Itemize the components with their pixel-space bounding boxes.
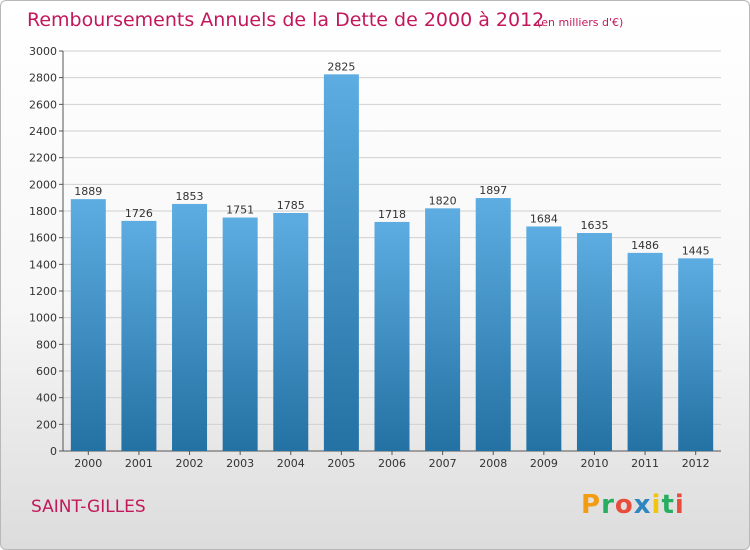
bar-2012 — [678, 258, 714, 451]
logo-letter: x — [633, 490, 652, 520]
y-tick-label: 800 — [36, 338, 57, 351]
x-tick-label-2002: 2002 — [176, 457, 204, 470]
y-tick-label: 2800 — [29, 72, 57, 85]
value-label-2002: 1853 — [176, 190, 204, 203]
logo-letter: r — [601, 490, 615, 520]
y-tick-label: 3000 — [29, 45, 57, 58]
y-tick-label: 1800 — [29, 205, 57, 218]
y-tick-label: 2000 — [29, 178, 57, 191]
y-tick-label: 1600 — [29, 232, 57, 245]
y-tick-label: 600 — [36, 365, 57, 378]
x-tick-label-2000: 2000 — [74, 457, 102, 470]
x-tick-label-2005: 2005 — [327, 457, 355, 470]
commune-name: SAINT-GILLES — [31, 497, 146, 517]
value-label-2011: 1486 — [631, 239, 659, 252]
chart-title: Remboursements Annuels de la Dette de 20… — [27, 9, 545, 31]
x-tick-label-2001: 2001 — [125, 457, 153, 470]
data-labels: 1889 1726 1853 1751 1785 2825 1718 1820 1897 1684… — [74, 60, 709, 257]
x-tick-label-2010: 2010 — [580, 457, 608, 470]
logo-letter: t — [661, 490, 675, 520]
bar-2002 — [172, 203, 208, 451]
x-tick-label-2012: 2012 — [682, 457, 710, 470]
x-tick-label-2009: 2009 — [530, 457, 558, 470]
value-label-2012: 1445 — [682, 244, 710, 257]
logo-letter: i — [651, 490, 662, 520]
x-tick-label-2004: 2004 — [277, 457, 305, 470]
y-tick-label: 1400 — [29, 258, 57, 271]
value-label-2006: 1718 — [378, 208, 406, 221]
y-tick-label: 2600 — [29, 98, 57, 111]
value-label-2005: 2825 — [327, 60, 355, 73]
x-tick-label-2003: 2003 — [226, 457, 254, 470]
logo-letter: i — [674, 490, 685, 520]
logo-letter: o — [614, 490, 634, 520]
value-label-2003: 1751 — [226, 204, 254, 217]
proxiti-logo[interactable]: Proxiti — [581, 490, 685, 520]
value-label-2007: 1820 — [429, 194, 457, 207]
bar-2006 — [374, 221, 410, 451]
y-tick-label: 400 — [36, 392, 57, 405]
axes: 0 200 400 600 800 1000 1200 1400 1600 1800 2000 220… — [29, 45, 721, 470]
x-tick-label-2011: 2011 — [631, 457, 659, 470]
bar-2011 — [627, 252, 663, 451]
bar-2010 — [576, 233, 612, 451]
bar-2009 — [526, 226, 562, 451]
logo-letter: P — [581, 490, 602, 520]
y-tick-label: 2200 — [29, 152, 57, 165]
y-tick-label: 0 — [50, 445, 57, 458]
bar-2004 — [273, 213, 309, 451]
x-tick-label-2006: 2006 — [378, 457, 406, 470]
value-label-2009: 1684 — [530, 212, 558, 225]
y-tick-label: 1000 — [29, 312, 57, 325]
x-tick-label-2007: 2007 — [429, 457, 457, 470]
bar-2003 — [222, 217, 258, 451]
bar-2005 — [323, 74, 359, 451]
x-tick-label-2008: 2008 — [479, 457, 507, 470]
bar-2008 — [475, 198, 511, 451]
y-tick-label: 1200 — [29, 285, 57, 298]
bar-2007 — [425, 208, 461, 451]
bar-2001 — [121, 220, 157, 451]
value-label-2008: 1897 — [479, 184, 507, 197]
y-tick-label: 200 — [36, 418, 57, 431]
bars — [70, 74, 714, 451]
value-label-2000: 1889 — [74, 185, 102, 198]
chart-subtitle: (en milliers d'€) — [537, 16, 624, 29]
y-tick-label: 2400 — [29, 125, 57, 138]
value-label-2010: 1635 — [580, 219, 608, 232]
bar-2000 — [70, 199, 106, 451]
value-label-2004: 1785 — [277, 199, 305, 212]
value-label-2001: 1726 — [125, 207, 153, 220]
